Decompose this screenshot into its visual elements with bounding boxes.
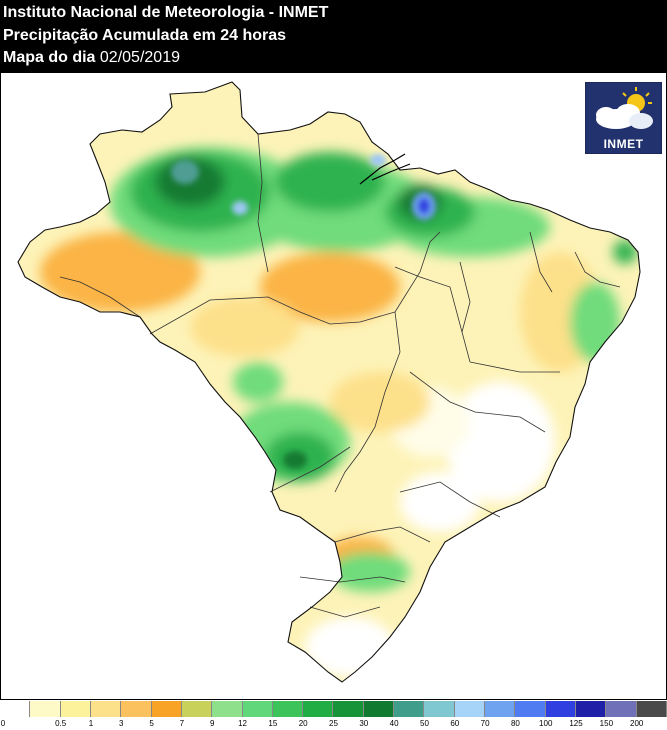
legend-swatch: [242, 701, 273, 717]
legend-swatch: [333, 701, 364, 717]
brazil-map-svg: [17, 81, 641, 683]
legend-swatch: [303, 701, 334, 717]
legend-tick-label: 9: [209, 719, 215, 728]
legend-tick-label: 80: [510, 719, 520, 728]
legend-tick-label: 125: [569, 719, 583, 728]
legend-tick-label: 3: [119, 719, 124, 728]
legend-swatch: [181, 701, 213, 717]
legend-swatch: [121, 701, 152, 717]
legend-tick-label: 12: [238, 719, 247, 728]
legend-swatch: [151, 701, 182, 717]
map-title: Instituto Nacional de Meteorologia - INM…: [3, 4, 329, 21]
map-header: Instituto Nacional de Meteorologia - INM…: [0, 0, 667, 72]
precipitation-map: [0, 72, 667, 700]
legend-swatch: [363, 701, 395, 717]
date-label: Mapa do dia: [3, 49, 96, 66]
legend-tick-label: 5: [149, 719, 154, 728]
legend-swatch: [272, 701, 304, 717]
legend-swatch: [0, 701, 31, 717]
legend-tick-label: 100: [539, 719, 553, 728]
legend-swatch: [454, 701, 485, 717]
legend-tick-label: 7: [179, 719, 185, 728]
legend-tick-label: 0.5: [55, 719, 67, 728]
legend-tick-label: 20: [298, 719, 308, 728]
legend-tick-label: 30: [359, 719, 369, 728]
legend-swatch: [575, 701, 607, 717]
legend-tick-label: 70: [480, 719, 490, 728]
logo-text: INMET: [603, 137, 644, 151]
legend-swatch: [30, 701, 61, 717]
legend-tick-label: 60: [450, 719, 460, 728]
legend-color-bar: [0, 701, 667, 717]
legend-swatch: [545, 701, 576, 717]
legend-swatch: [636, 701, 667, 717]
legend-tick-label: 150: [599, 719, 614, 728]
legend-swatch: [60, 701, 91, 717]
map-subtitle: Precipitação Acumulada em 24 horas: [3, 27, 287, 44]
legend-tick-label: 200: [629, 719, 644, 728]
date-value: 02/05/2019: [99, 49, 180, 66]
legend-swatch: [90, 701, 122, 717]
amazon-delta: [359, 153, 411, 185]
weather-cloud-sun-icon: [596, 87, 653, 129]
legend-swatch: [394, 701, 425, 717]
precipitation-field: [18, 82, 640, 682]
legend-tick-label: 1: [88, 719, 94, 728]
legend-swatch: [606, 701, 637, 717]
legend-tick-label: 40: [389, 719, 399, 728]
legend-swatch: [212, 701, 243, 717]
legend-swatch: [515, 701, 546, 717]
legend-tick-label: 15: [268, 719, 278, 728]
map-date-line: Mapa do dia 02/05/2019: [3, 48, 180, 67]
legend-swatch: [485, 701, 516, 717]
legend-swatch: [424, 701, 455, 717]
state-borders: [59, 133, 621, 618]
inmet-logo: INMET: [585, 82, 662, 154]
legend-tick-label: 25: [329, 719, 338, 728]
legend-tick-label: 50: [420, 719, 429, 728]
legend-tick-label: 0: [0, 719, 6, 728]
precipitation-legend: 0 0.5 1 3 5 7 9 12 15 20 25 30 40 50 60 70 80 100 125 150 20…: [0, 700, 667, 730]
